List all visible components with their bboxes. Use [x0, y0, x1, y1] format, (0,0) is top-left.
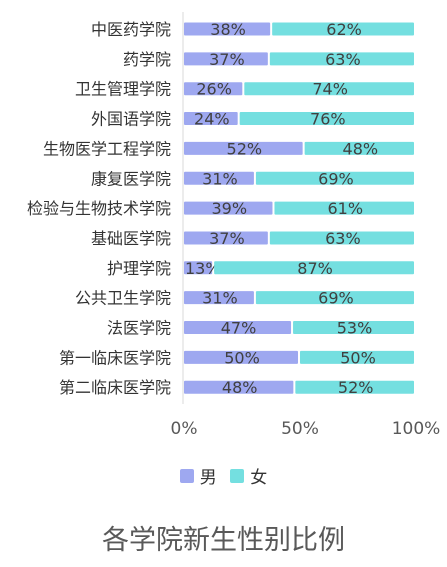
- bar-segment-female: [272, 22, 414, 36]
- bar-segment-female: [274, 201, 414, 215]
- bar-segment-female: [255, 171, 414, 185]
- category-label: 康复医学院: [91, 169, 171, 188]
- data-label: 38%: [210, 20, 246, 39]
- data-label: 48%: [343, 139, 379, 158]
- bar-segment-male: [184, 82, 243, 96]
- bar-segment-male: [184, 321, 292, 334]
- data-label: 50%: [224, 348, 260, 367]
- bar-segment-male: [184, 112, 238, 126]
- data-label: 31%: [202, 289, 238, 308]
- data-label: 63%: [325, 50, 361, 69]
- data-label: 50%: [340, 348, 376, 367]
- legend-label-female: 女: [250, 468, 268, 488]
- bar-segment-female: [293, 321, 414, 334]
- data-label: 61%: [327, 199, 363, 218]
- legend-item-male[interactable]: 男: [179, 463, 217, 488]
- bar-segment-female: [255, 291, 414, 305]
- bar-segment-male: [184, 22, 271, 36]
- bar-segment-male: [184, 350, 298, 364]
- category-label: 检验与生物技术学院: [27, 199, 171, 218]
- data-label: 74%: [312, 80, 348, 99]
- data-label: 39%: [211, 199, 247, 218]
- category-label: 护理学院: [107, 259, 171, 278]
- data-label: 53%: [337, 319, 373, 338]
- bar-segment-female: [214, 261, 414, 275]
- data-label: 87%: [297, 259, 333, 278]
- category-label: 第一临床医学院: [59, 348, 171, 367]
- legend-swatch-male: [179, 468, 194, 483]
- data-label: 62%: [326, 20, 362, 39]
- bar-segment-male: [184, 141, 303, 155]
- data-label: 48%: [222, 378, 258, 397]
- category-label: 生物医学工程学院: [43, 139, 171, 158]
- bar-segment-male: [184, 52, 268, 66]
- bar-segment-female: [239, 112, 414, 126]
- bar-segment-male: [184, 231, 268, 245]
- data-label: 31%: [202, 169, 238, 188]
- legend-item-female[interactable]: 女: [230, 463, 267, 488]
- data-label: 63%: [325, 229, 361, 248]
- data-label: 24%: [194, 110, 230, 129]
- category-label: 公共卫生学院: [75, 289, 171, 308]
- bar-segment-male: [184, 291, 254, 305]
- bar-segment-male: [184, 261, 213, 275]
- data-label: 69%: [318, 169, 354, 188]
- bar-segment-male: [184, 201, 273, 215]
- legend-swatch-female: [230, 468, 245, 483]
- category-label: 法医学院: [107, 319, 171, 338]
- legend-label-male: 男: [199, 468, 217, 488]
- category-label: 外国语学院: [91, 110, 171, 129]
- category-label: 中医药学院: [91, 20, 171, 39]
- category-label: 基础医学院: [91, 229, 171, 248]
- stacked-bar-chart: 中医药学院 38% 62% 药学院 37% 63% 卫生管理学院 26% 74% 外国语学院 24%…: [27, 12, 441, 439]
- category-label: 药学院: [123, 50, 171, 69]
- bar-segment-female: [295, 380, 414, 394]
- data-label: 52%: [338, 378, 374, 397]
- bar-segment-female: [300, 350, 414, 364]
- data-label: 26%: [196, 80, 232, 99]
- category-label: 第二临床医学院: [59, 378, 171, 397]
- bar-segment-female: [269, 231, 414, 245]
- data-label: 69%: [318, 289, 354, 308]
- legend: 男 女: [0, 463, 447, 488]
- bar-segment-male: [184, 171, 254, 185]
- bar-segment-female: [244, 82, 414, 96]
- x-tick-label: 100%: [392, 419, 441, 439]
- data-label: 76%: [310, 110, 346, 129]
- data-label: 37%: [209, 229, 245, 248]
- x-tick-label: 0%: [171, 419, 198, 439]
- x-tick-label: 50%: [281, 419, 319, 439]
- data-label: 47%: [221, 319, 257, 338]
- category-label: 卫生管理学院: [75, 80, 171, 99]
- bar-segment-male: [184, 380, 294, 394]
- data-label: 13%: [185, 259, 221, 278]
- bar-segment-female: [269, 52, 414, 66]
- bar-segment-female: [304, 141, 414, 155]
- chart-title: 各学院新生性别比例: [102, 525, 345, 556]
- data-label: 52%: [227, 139, 263, 158]
- data-label: 37%: [209, 50, 245, 69]
